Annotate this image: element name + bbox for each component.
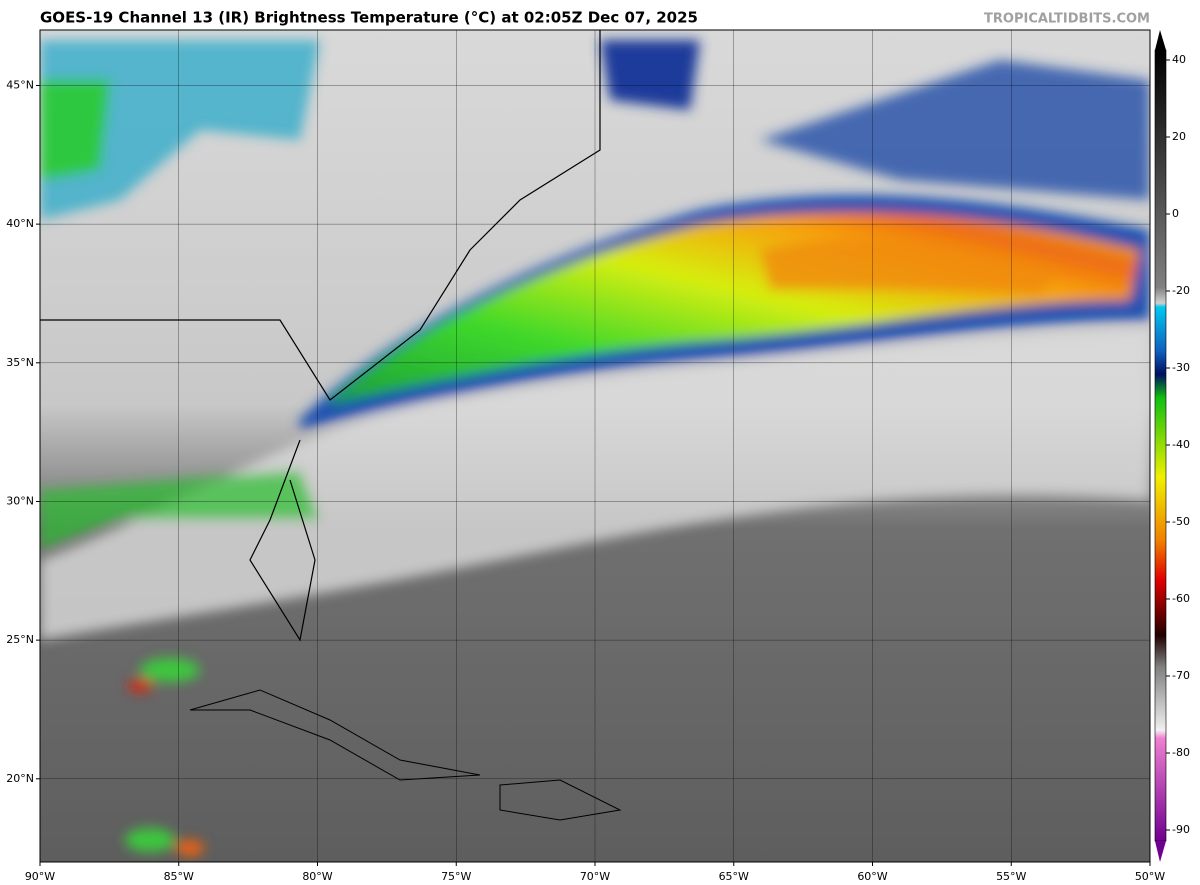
colorbar-tick-label: -70 xyxy=(1172,669,1190,682)
x-tick-label: 65°W xyxy=(719,870,749,883)
x-tick-label: 90°W xyxy=(25,870,55,883)
y-tick-label: 20°N xyxy=(6,772,34,785)
title: GOES-19 Channel 13 (IR) Brightness Tempe… xyxy=(40,9,698,27)
x-tick-label: 55°W xyxy=(996,870,1026,883)
x-tick-label: 70°W xyxy=(580,870,610,883)
y-tick-label: 25°N xyxy=(6,633,34,646)
colorbar-tick-label: -80 xyxy=(1172,746,1190,759)
colorbar-tick-label: 0 xyxy=(1172,207,1179,220)
y-tick-label: 30°N xyxy=(6,494,34,507)
x-tick-label: 75°W xyxy=(441,870,471,883)
colorbar-tick-label: -30 xyxy=(1172,361,1190,374)
colorbar-tick-label: -60 xyxy=(1172,592,1190,605)
colorbar-tick-label: -20 xyxy=(1172,284,1190,297)
colorbar-tick-label: 40 xyxy=(1172,53,1186,66)
y-tick-label: 35°N xyxy=(6,356,34,369)
x-tick-label: 50°W xyxy=(1135,870,1165,883)
colorbar-extend-top xyxy=(1155,30,1166,50)
x-tick-label: 80°W xyxy=(302,870,332,883)
colorbar-tick-label: -90 xyxy=(1172,823,1190,836)
credit: TROPICALTIDBITS.COM xyxy=(984,12,1150,27)
colorbar xyxy=(1154,49,1167,842)
colorbar-extend-bottom xyxy=(1155,841,1166,862)
colorbar-tick-label: -50 xyxy=(1172,515,1190,528)
x-tick-label: 85°W xyxy=(164,870,194,883)
colorbar-tick-label: -40 xyxy=(1172,438,1190,451)
x-tick-label: 60°W xyxy=(857,870,887,883)
y-tick-label: 45°N xyxy=(6,78,34,91)
y-tick-label: 40°N xyxy=(6,217,34,230)
colorbar-tick-label: 20 xyxy=(1172,130,1186,143)
